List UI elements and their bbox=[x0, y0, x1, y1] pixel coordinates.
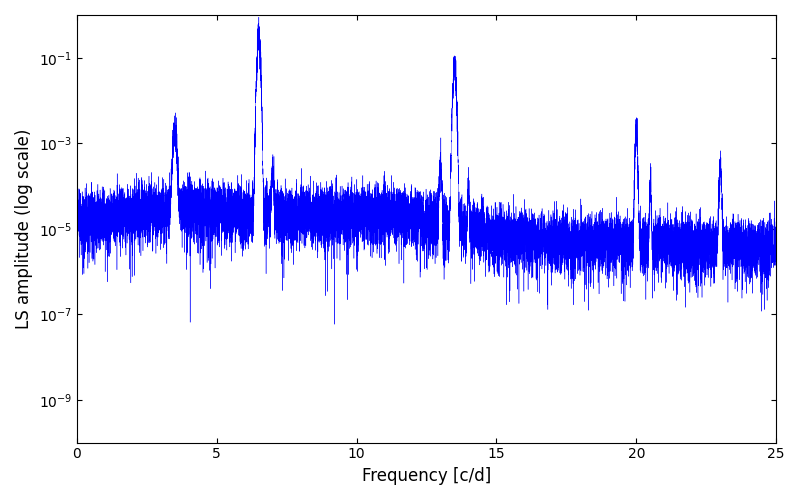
Y-axis label: LS amplitude (log scale): LS amplitude (log scale) bbox=[15, 128, 33, 329]
X-axis label: Frequency [c/d]: Frequency [c/d] bbox=[362, 467, 491, 485]
